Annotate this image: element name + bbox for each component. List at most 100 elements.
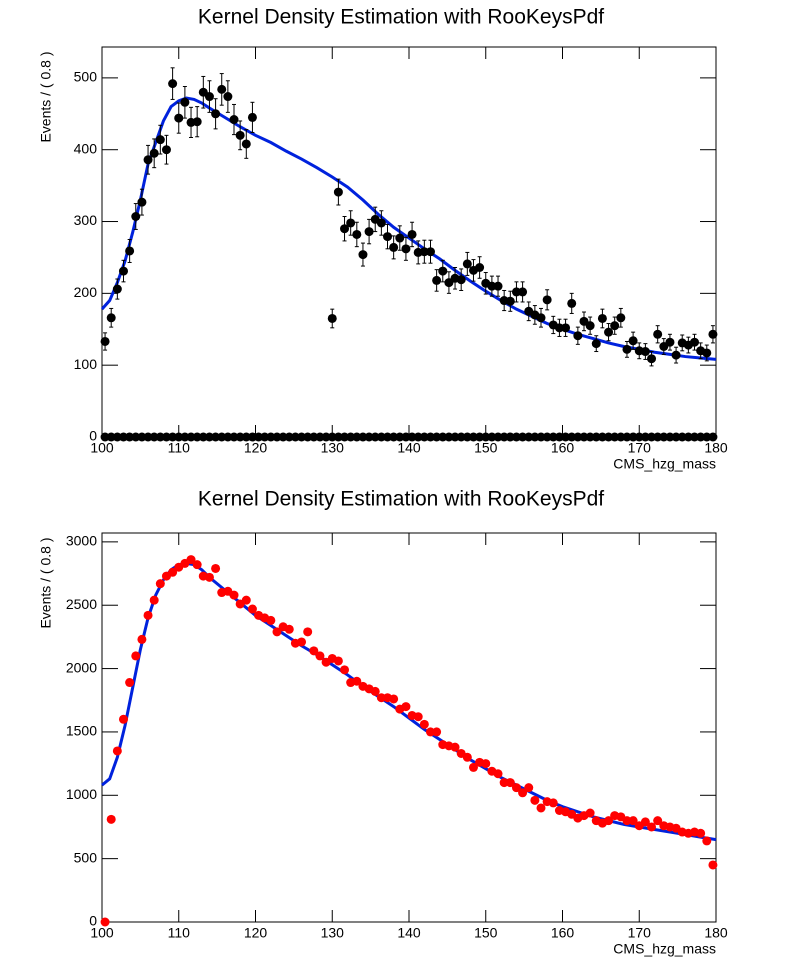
data-point: [309, 646, 319, 656]
data-point: [112, 284, 122, 294]
data-point: [346, 218, 356, 228]
data-point: [235, 130, 245, 140]
data-point: [462, 259, 472, 269]
y-tick-label: 2500: [66, 596, 97, 612]
data-point: [333, 656, 343, 666]
data-point: [174, 113, 184, 123]
data-point: [125, 678, 135, 688]
data-point: [610, 321, 620, 331]
data-point: [622, 344, 632, 354]
x-tick-label: 100: [90, 925, 114, 941]
data-point: [401, 702, 411, 712]
plot-frame: [101, 46, 717, 438]
y-tick-label: 0: [89, 913, 97, 929]
chart-title: Kernel Density Estimation with RooKeysPd…: [198, 6, 604, 29]
data-point: [217, 84, 227, 94]
data-point: [640, 817, 650, 827]
data-point: [419, 719, 429, 729]
data-point: [395, 233, 405, 243]
data-point: [168, 567, 178, 577]
x-tick-label: 150: [474, 440, 498, 456]
data-point: [493, 281, 503, 291]
x-tick-label: 180: [704, 925, 728, 941]
data-point: [690, 337, 700, 347]
y-tick-label: 500: [74, 849, 98, 865]
data-point: [505, 296, 515, 306]
data-point: [567, 298, 577, 308]
fit-curve: [101, 561, 717, 842]
data-point: [204, 572, 214, 582]
data-point: [168, 79, 178, 89]
data-point: [118, 266, 128, 276]
y-tick-label: 300: [74, 212, 98, 228]
x-tick-label: 120: [244, 925, 268, 941]
data-point: [407, 229, 417, 239]
data-point: [597, 313, 607, 323]
data-point: [180, 97, 190, 107]
y-tick-label: 200: [74, 284, 98, 300]
data-point: [475, 262, 485, 272]
data-point: [364, 227, 374, 237]
y-tick-label: 100: [74, 356, 98, 372]
data-point: [481, 759, 491, 769]
data-point: [247, 112, 257, 122]
x-tick-label: 140: [397, 440, 421, 456]
data-point: [192, 560, 202, 570]
data-point: [106, 313, 116, 323]
data-point: [432, 275, 442, 285]
x-tick-label: 130: [321, 925, 345, 941]
data-point: [708, 329, 718, 339]
data-point: [352, 676, 362, 686]
data-point: [100, 917, 110, 927]
data-point: [125, 246, 135, 256]
x-tick-label: 110: [168, 925, 191, 941]
data-point: [438, 266, 448, 276]
data-point: [425, 247, 435, 257]
data-point: [585, 808, 595, 818]
data-point: [536, 803, 546, 813]
y-axis-label: Events / ( 0.8 ): [38, 51, 54, 142]
data-point: [131, 212, 141, 222]
data-point: [616, 313, 626, 323]
data-point: [155, 579, 165, 589]
data-point: [204, 92, 214, 102]
data-point: [106, 814, 116, 824]
data-point: [272, 627, 282, 637]
plot-frame: [101, 532, 717, 923]
data-point: [542, 295, 552, 305]
data-point: [229, 115, 239, 125]
data-point: [149, 595, 159, 605]
data-point: [327, 313, 337, 323]
x-tick-label: 150: [474, 925, 498, 941]
data-point: [223, 92, 233, 102]
y-tick-label: 1500: [66, 723, 97, 739]
data-point: [383, 232, 393, 242]
data-point: [604, 816, 614, 826]
data-point: [493, 769, 503, 779]
data-point: [358, 250, 368, 260]
data-point: [131, 651, 141, 661]
data-point: [137, 197, 147, 207]
data-point: [303, 627, 313, 637]
data-point: [333, 187, 343, 197]
data-point: [647, 354, 657, 364]
data-point: [192, 117, 202, 127]
data-point: [118, 714, 128, 724]
data-point: [702, 836, 712, 846]
x-tick-label: 160: [551, 925, 575, 941]
x-tick-label: 170: [628, 925, 652, 941]
y-tick-label: 1000: [66, 786, 97, 802]
data-point: [450, 742, 460, 752]
data-point: [315, 651, 325, 661]
x-tick-label: 130: [321, 440, 345, 456]
data-point: [536, 313, 546, 323]
data-point: [137, 634, 147, 644]
data-point: [229, 590, 239, 600]
data-point: [211, 563, 221, 573]
x-tick-label: 180: [704, 440, 728, 456]
data-point: [100, 336, 110, 346]
x-tick-label: 140: [397, 925, 421, 941]
data-point: [211, 109, 221, 119]
data-point: [284, 624, 294, 634]
x-tick-label: 160: [551, 440, 575, 456]
